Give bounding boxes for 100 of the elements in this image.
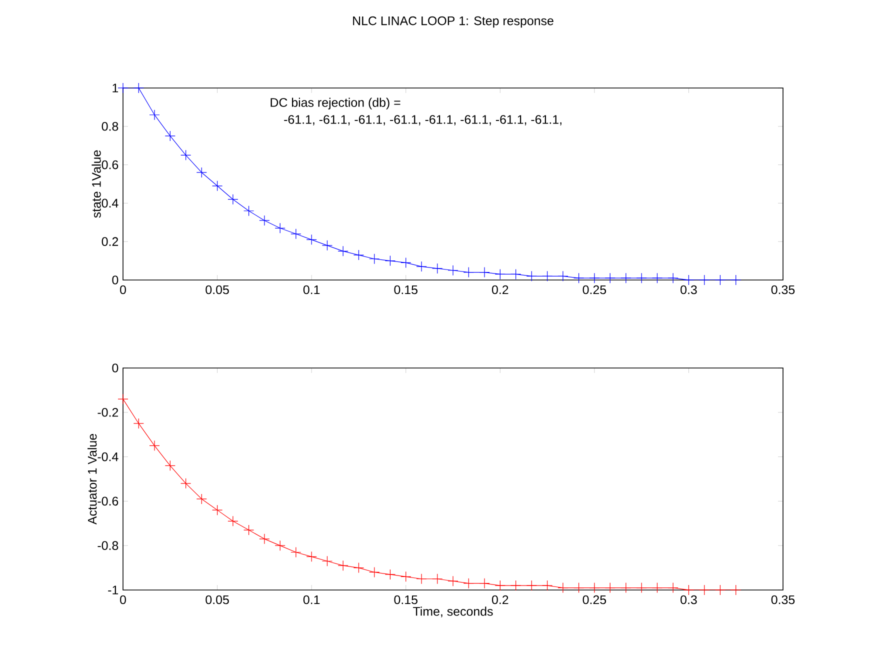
point (338, 246, 348, 256)
point (683, 584, 694, 596)
y-tick-label: 0.6 (102, 160, 118, 170)
point (620, 272, 632, 284)
point (589, 582, 600, 594)
chart-title: NLC LINAC LOOP 1: Step response (353, 16, 554, 28)
point (448, 265, 458, 276)
point (212, 180, 223, 192)
point (652, 272, 663, 284)
point (274, 222, 286, 234)
x-tick-label: 0.35 (771, 595, 795, 604)
point (416, 574, 427, 584)
point (133, 82, 144, 94)
point (133, 418, 144, 429)
point (369, 254, 380, 264)
point (259, 215, 270, 226)
x-tick-label: 0 (120, 595, 126, 604)
point (416, 261, 427, 272)
point (699, 584, 710, 596)
point (636, 582, 647, 594)
point (668, 582, 678, 594)
point (290, 228, 302, 240)
point (164, 460, 176, 471)
y-tick-label: 0 (112, 276, 118, 284)
y-tick-label: -0.6 (98, 496, 118, 506)
x-tick-label: 0.1 (303, 285, 320, 294)
point (384, 569, 396, 580)
point (558, 582, 568, 594)
point (636, 272, 647, 284)
point (149, 110, 160, 120)
y-tick-label: 0.2 (102, 237, 118, 246)
x-tick-label: 0.35 (771, 285, 795, 294)
point (149, 440, 160, 451)
x-tick-label: 0.15 (394, 595, 418, 604)
point (699, 274, 710, 286)
y-tick-label: -0.4 (98, 452, 118, 462)
x-tick-label: 0.2 (492, 285, 508, 294)
x-axis-title: Time, seconds (413, 606, 493, 618)
point (526, 270, 537, 282)
point (196, 494, 207, 504)
y-tick-label: 0 (112, 364, 118, 372)
point (589, 272, 600, 284)
point (463, 578, 474, 589)
x-tick-label: 0.2 (492, 595, 508, 604)
point (542, 270, 553, 282)
x-tick-label: 0.3 (680, 285, 697, 294)
point (479, 578, 490, 589)
point (180, 478, 192, 489)
point (400, 257, 412, 268)
point (668, 272, 678, 284)
annotation: DC bias rejection (db) = (270, 98, 400, 110)
point (510, 268, 522, 280)
annotation: -61.1, -61.1, -61.1, -61.1, -61.1, -61.1, -61.1, -61.1, (284, 115, 562, 126)
x-tick-label: 0.1 (303, 595, 320, 604)
point (714, 584, 726, 596)
point (604, 582, 616, 594)
point (212, 504, 223, 516)
point (714, 274, 726, 286)
x-tick-label: 0.05 (206, 595, 229, 604)
point (448, 576, 458, 586)
point (338, 560, 348, 571)
point (542, 580, 553, 591)
point (730, 274, 742, 286)
x-tick-label: 0.25 (582, 285, 606, 294)
point (652, 582, 663, 594)
point (353, 250, 364, 260)
x-tick-label: 0.15 (394, 285, 418, 294)
point (620, 582, 632, 594)
x-tick-label: 0.3 (680, 595, 697, 604)
point (463, 267, 474, 278)
y-tick-label: -1 (108, 586, 118, 594)
x-tick-label: 0.25 (582, 595, 606, 604)
point (479, 267, 490, 278)
point (322, 556, 333, 566)
point (243, 206, 254, 216)
y-tick-label: -0.2 (98, 408, 118, 417)
point (494, 268, 506, 280)
point (730, 584, 742, 596)
point (228, 516, 238, 526)
point (573, 272, 584, 284)
point (306, 551, 317, 562)
x-tick-label: 0 (120, 285, 126, 294)
point (573, 582, 584, 594)
point (683, 274, 694, 286)
point (274, 540, 286, 551)
point (118, 82, 128, 94)
point (196, 167, 207, 178)
y-tick-label: 0.8 (102, 122, 118, 131)
point (604, 272, 616, 284)
y-axis-title: Actuator 1 Value (88, 434, 97, 525)
point (118, 394, 128, 404)
point (290, 546, 302, 558)
point (306, 234, 317, 245)
point (558, 270, 568, 282)
point (180, 150, 192, 160)
y-tick-label: 0.4 (102, 198, 118, 208)
point (510, 580, 522, 591)
point (322, 240, 333, 251)
y-tick-label: -0.8 (98, 541, 118, 550)
point (432, 263, 443, 274)
